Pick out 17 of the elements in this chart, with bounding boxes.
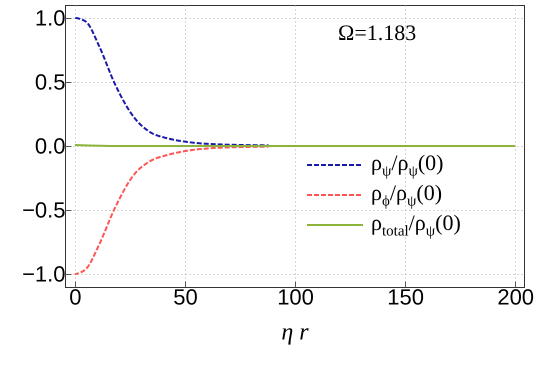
x-tick-label: 150 (387, 284, 424, 310)
x-tick-label: 100 (277, 284, 314, 310)
y-tick-label: −0.5 (22, 198, 66, 223)
legend-label: ρ$_{total}$/ρ$_{ψ}$(0) (371, 210, 461, 240)
x-axis-title: η r (281, 320, 310, 346)
x-tick-label: 0 (69, 284, 82, 310)
annotation: Ω=1.183 (338, 20, 416, 46)
y-tick-label: 0.0 (34, 134, 66, 158)
legend-label: ρ$_{ϕ}$/ρ$_{ψ}$(0) (371, 180, 442, 210)
x-tick-label: 50 (173, 284, 198, 310)
legend-label: ρ$_{ψ}$/ρ$_{ψ}$(0) (371, 150, 444, 180)
x-tick-label: 200 (497, 284, 534, 310)
y-tick-label: 0.5 (34, 69, 66, 94)
line-series (74, 146, 270, 276)
y-tick-label: −1.0 (22, 262, 66, 287)
line-series (74, 16, 270, 146)
y-tick-label: 1.0 (34, 5, 66, 30)
